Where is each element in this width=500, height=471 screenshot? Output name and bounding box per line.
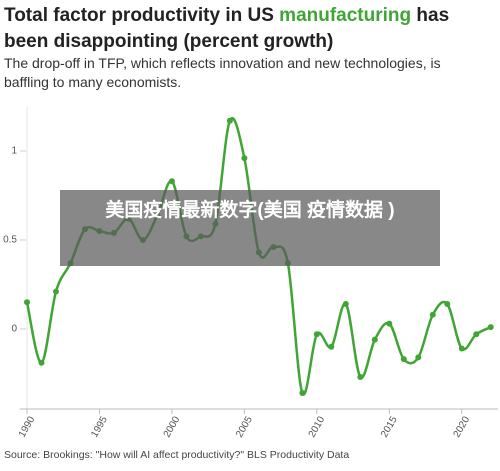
point: [444, 301, 451, 308]
overlay-box: 美国疫情最新数字(美国 疫情数据 ): [105, 200, 395, 221]
point: [226, 117, 233, 124]
point: [400, 356, 407, 363]
title-highlight: manufacturing: [279, 5, 411, 26]
point: [371, 336, 378, 343]
point: [328, 343, 335, 350]
point: [52, 288, 59, 295]
x-tick-label: 2020: [452, 414, 473, 439]
chart-title: Total factor productivity in US manufact…: [4, 5, 449, 26]
point: [313, 331, 320, 338]
point: [38, 359, 45, 366]
x-tick-label: 2005: [234, 414, 255, 439]
point: [386, 320, 393, 327]
point: [415, 354, 422, 361]
point: [299, 389, 306, 396]
subtitle-box: The drop-off in TFP, which reflects inno…: [4, 55, 441, 90]
point: [23, 299, 30, 306]
point: [241, 155, 248, 162]
overlay-text: 美国疫情最新数字(美国 疫情数据 ): [105, 200, 395, 221]
point: [458, 345, 465, 352]
point: [473, 331, 480, 338]
overlay-banner: [60, 190, 440, 266]
point: [342, 301, 349, 308]
title-part: Total factor productivity in US: [4, 5, 279, 26]
x-tick-label: 2015: [379, 414, 400, 439]
x-tick-label: 2000: [162, 414, 183, 439]
x-tick-label: 2010: [307, 414, 328, 439]
y-tick-label: 0: [11, 324, 17, 335]
x-tick-label: 1995: [89, 414, 110, 439]
chart-title-line2: been disappointing (percent growth): [4, 31, 333, 52]
point: [357, 373, 364, 380]
point: [487, 324, 494, 331]
x-tick-label: 1990: [17, 414, 38, 439]
subtitle: The drop-off in TFP, which reflects inno…: [4, 55, 441, 90]
y-tick-label: 1: [11, 146, 17, 157]
point: [429, 311, 436, 318]
source: Source: Brookings: "How will AI affect p…: [4, 449, 349, 461]
point: [168, 178, 175, 185]
y-tick-label: 0.5: [3, 235, 17, 246]
title-part: has: [411, 5, 449, 26]
